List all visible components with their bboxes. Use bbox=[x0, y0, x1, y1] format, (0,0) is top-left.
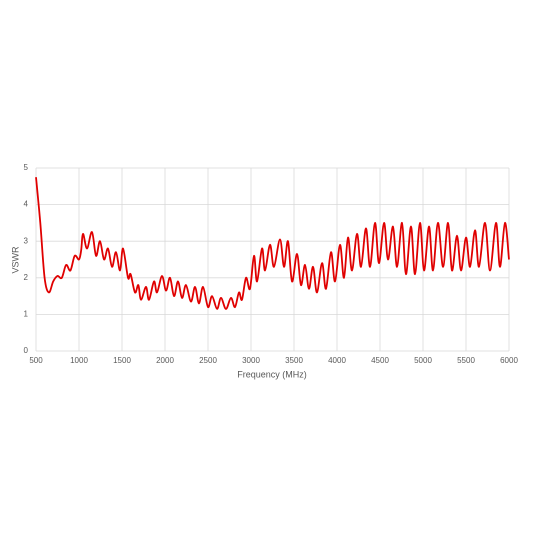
x-axis-title: Frequency (MHz) bbox=[237, 369, 307, 379]
x-tick-label: 1500 bbox=[113, 356, 131, 365]
y-tick-label: 5 bbox=[24, 163, 29, 172]
y-tick-label: 4 bbox=[24, 200, 29, 209]
x-tick-label: 4500 bbox=[371, 356, 389, 365]
x-tick-label: 3000 bbox=[242, 356, 260, 365]
x-tick-label: 500 bbox=[29, 356, 43, 365]
x-tick-label: 5000 bbox=[414, 356, 432, 365]
x-tick-label: 2500 bbox=[199, 356, 217, 365]
y-tick-label: 1 bbox=[24, 310, 29, 319]
data-line bbox=[35, 177, 510, 310]
y-tick-label: 2 bbox=[24, 273, 29, 282]
y-axis-title: VSWR bbox=[10, 246, 20, 274]
y-tick-label: 0 bbox=[24, 346, 29, 355]
y-tick-label: 3 bbox=[24, 236, 29, 245]
x-tick-label: 6000 bbox=[500, 356, 518, 365]
x-tick-label: 5500 bbox=[457, 356, 475, 365]
x-tick-label: 1000 bbox=[70, 356, 88, 365]
x-tick-label: 2000 bbox=[156, 356, 174, 365]
x-tick-label: 4000 bbox=[328, 356, 346, 365]
x-tick-label: 3500 bbox=[285, 356, 303, 365]
